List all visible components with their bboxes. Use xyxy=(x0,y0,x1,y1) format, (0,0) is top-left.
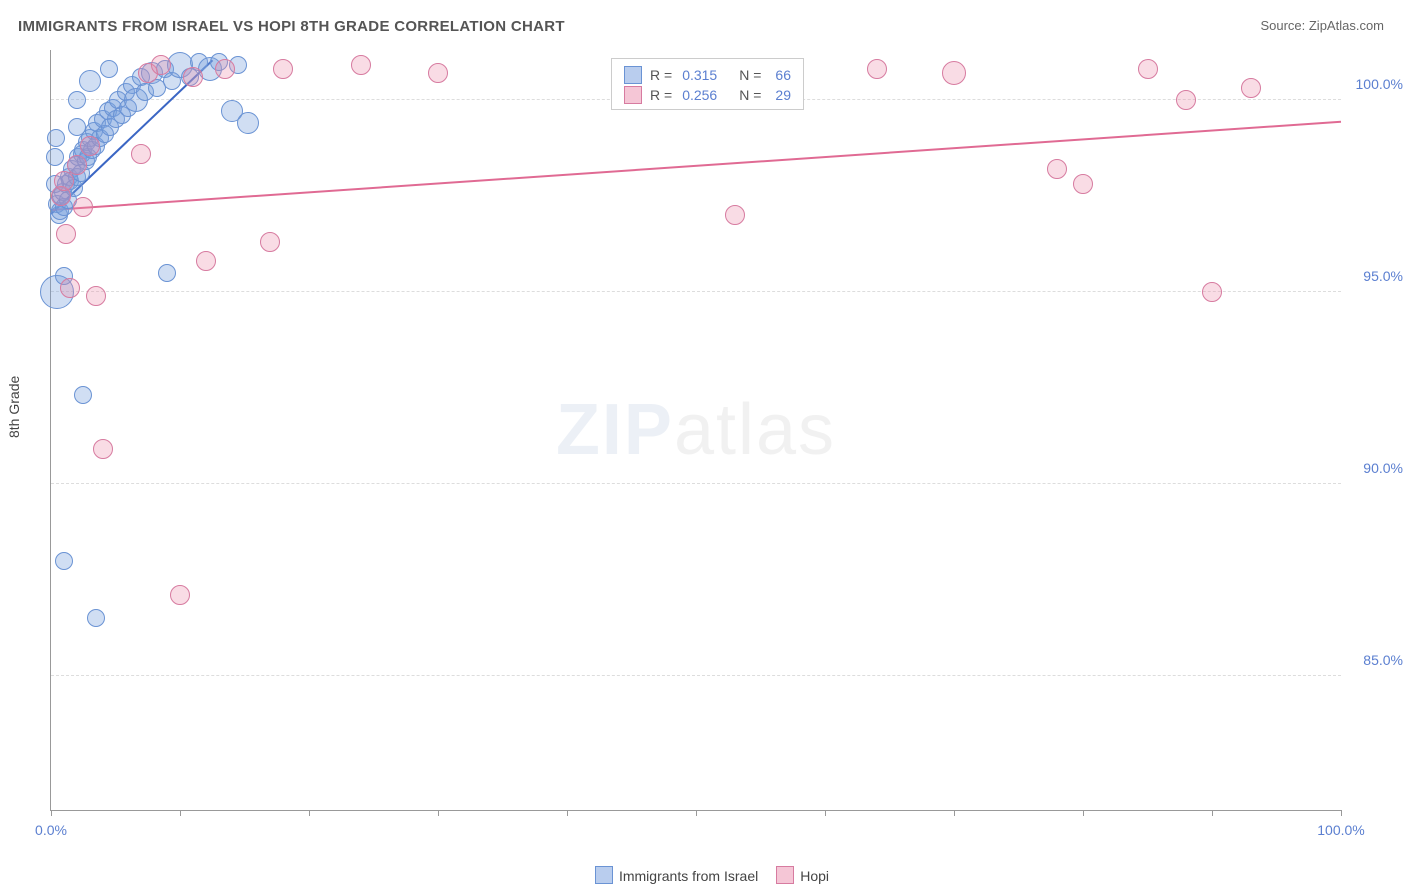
x-tick-mark xyxy=(954,810,955,816)
data-point xyxy=(196,251,216,271)
data-point xyxy=(87,609,105,627)
legend-series-name: Hopi xyxy=(800,868,829,884)
stat-r-value: 0.315 xyxy=(682,65,717,85)
data-point xyxy=(80,136,100,156)
x-tick-mark xyxy=(825,810,826,816)
data-point xyxy=(158,264,176,282)
data-point xyxy=(151,55,171,75)
data-point xyxy=(47,129,65,147)
source-attribution: Source: ZipAtlas.com xyxy=(1260,18,1384,33)
stat-r-label: R = xyxy=(650,85,672,105)
x-tick-mark xyxy=(309,810,310,816)
data-point xyxy=(56,224,76,244)
watermark-part2: atlas xyxy=(674,390,836,470)
data-point xyxy=(273,59,293,79)
gridline-horizontal xyxy=(51,483,1341,484)
chart-title: IMMIGRANTS FROM ISRAEL VS HOPI 8TH GRADE… xyxy=(18,18,565,35)
data-point xyxy=(1073,174,1093,194)
x-tick-mark xyxy=(180,810,181,816)
data-point xyxy=(1241,78,1261,98)
data-point xyxy=(351,55,371,75)
data-point xyxy=(183,67,203,87)
legend-series-name: Immigrants from Israel xyxy=(619,868,758,884)
gridline-horizontal xyxy=(51,291,1341,292)
x-tick-mark xyxy=(51,810,52,816)
y-tick-label: 85.0% xyxy=(1347,652,1403,668)
data-point xyxy=(215,59,235,79)
data-point xyxy=(73,197,93,217)
data-point xyxy=(1202,282,1222,302)
data-point xyxy=(131,144,151,164)
trend-line xyxy=(51,121,1341,211)
x-tick-label: 100.0% xyxy=(1317,822,1364,838)
data-point xyxy=(68,118,86,136)
watermark-part1: ZIP xyxy=(556,390,674,470)
data-point xyxy=(725,205,745,225)
data-point xyxy=(68,91,86,109)
data-point xyxy=(237,112,259,134)
legend-swatch xyxy=(776,866,794,884)
data-point xyxy=(942,61,966,85)
data-point xyxy=(1176,90,1196,110)
x-tick-label: 0.0% xyxy=(35,822,67,838)
data-point xyxy=(67,155,87,175)
stat-n-value: 66 xyxy=(775,65,791,85)
data-point xyxy=(1138,59,1158,79)
y-axis-label: 8th Grade xyxy=(6,376,22,438)
data-point xyxy=(1047,159,1067,179)
stat-n-value: 29 xyxy=(775,85,791,105)
stat-n-label: N = xyxy=(739,85,761,105)
x-tick-mark xyxy=(1341,810,1342,816)
x-tick-mark xyxy=(696,810,697,816)
legend-swatch xyxy=(624,86,642,104)
data-point xyxy=(100,60,118,78)
data-point xyxy=(86,286,106,306)
y-tick-label: 100.0% xyxy=(1347,76,1403,92)
y-tick-label: 95.0% xyxy=(1347,268,1403,284)
watermark: ZIPatlas xyxy=(556,389,836,471)
scatter-plot-area: ZIPatlas 85.0%90.0%95.0%100.0%0.0%100.0%… xyxy=(50,50,1341,811)
x-tick-mark xyxy=(1212,810,1213,816)
data-point xyxy=(260,232,280,252)
stat-r-value: 0.256 xyxy=(682,85,717,105)
data-point xyxy=(170,585,190,605)
x-tick-mark xyxy=(438,810,439,816)
data-point xyxy=(93,439,113,459)
data-point xyxy=(74,386,92,404)
correlation-stat-box: R = 0.315 N = 66 R = 0.256 N = 29 xyxy=(611,58,804,110)
stat-row: R = 0.256 N = 29 xyxy=(624,85,791,105)
legend-swatch xyxy=(595,866,613,884)
gridline-horizontal xyxy=(51,675,1341,676)
stat-n-label: N = xyxy=(739,65,761,85)
data-point xyxy=(46,148,64,166)
y-tick-label: 90.0% xyxy=(1347,460,1403,476)
data-point xyxy=(79,70,101,92)
legend-swatch xyxy=(624,66,642,84)
data-point xyxy=(60,278,80,298)
bottom-legend: Immigrants from Israel Hopi xyxy=(0,866,1406,884)
x-tick-mark xyxy=(1083,810,1084,816)
stat-row: R = 0.315 N = 66 xyxy=(624,65,791,85)
data-point xyxy=(428,63,448,83)
data-point xyxy=(55,552,73,570)
data-point xyxy=(867,59,887,79)
x-tick-mark xyxy=(567,810,568,816)
stat-r-label: R = xyxy=(650,65,672,85)
